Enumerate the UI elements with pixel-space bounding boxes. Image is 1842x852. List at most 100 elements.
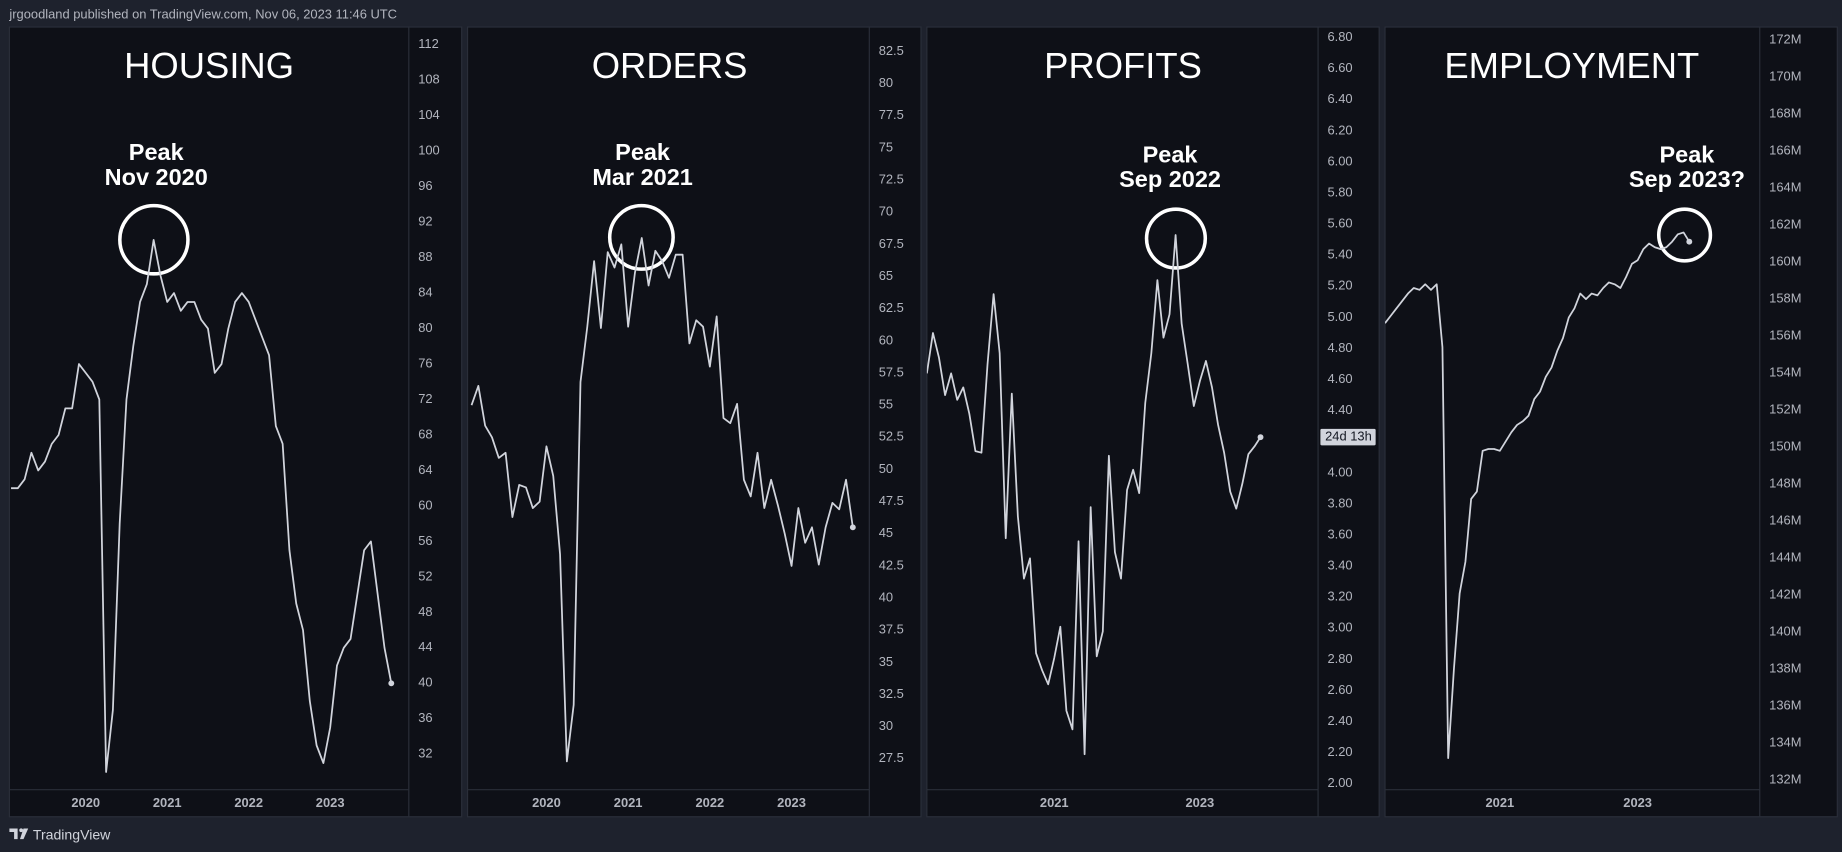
tradingview-logo bbox=[9, 828, 29, 840]
y-tick-label: 4.00 bbox=[1327, 464, 1352, 479]
x-tick-label: 2020 bbox=[532, 795, 561, 810]
panel-background bbox=[1384, 26, 1838, 818]
y-tick-label: 132M bbox=[1769, 772, 1801, 787]
y-tick-label: 164M bbox=[1769, 179, 1801, 194]
last-point bbox=[388, 680, 395, 687]
y-tick-label: 35 bbox=[879, 654, 893, 669]
y-tick-label: 6.00 bbox=[1327, 153, 1352, 168]
y-tick-label: 156M bbox=[1769, 328, 1801, 343]
series-line bbox=[470, 237, 854, 763]
y-tick-label: 152M bbox=[1769, 402, 1801, 417]
charts: 32 36 40 44 48 52 56 60 64 68 72 76 80 84 88 92 96 100 104… bbox=[8, 26, 1838, 818]
y-tick-label: 144M bbox=[1769, 550, 1801, 565]
y-tick-label: 160M bbox=[1769, 253, 1801, 268]
peak-annotation: Peak bbox=[615, 139, 671, 165]
y-tick-label: 166M bbox=[1769, 142, 1801, 157]
y-tick-label: 40 bbox=[418, 675, 432, 690]
peak-annotation: Sep 2022 bbox=[1119, 166, 1221, 192]
y-tick-label: 142M bbox=[1769, 587, 1801, 602]
y-tick-label: 154M bbox=[1769, 365, 1801, 380]
y-tick-label: 4.80 bbox=[1327, 340, 1352, 355]
last-point bbox=[1686, 238, 1693, 245]
x-tick-label: 2023 bbox=[1623, 795, 1652, 810]
y-tick-label: 6.40 bbox=[1327, 91, 1352, 106]
y-tick-label: 2.60 bbox=[1327, 682, 1352, 697]
peak-annotation: Sep 2023? bbox=[1629, 166, 1745, 192]
y-tick-label: 3.60 bbox=[1327, 526, 1352, 541]
y-tick-label: 62.5 bbox=[879, 300, 904, 315]
y-tick-label: 55 bbox=[879, 397, 893, 412]
y-tick-label: 134M bbox=[1769, 735, 1801, 750]
y-tick-label: 6.20 bbox=[1327, 122, 1352, 137]
y-tick-label: 60 bbox=[418, 497, 432, 512]
y-tick-label: 3.20 bbox=[1327, 589, 1352, 604]
peak-annotation: Mar 2021 bbox=[592, 164, 693, 190]
y-tick-label: 44 bbox=[418, 639, 432, 654]
y-tick-label: 148M bbox=[1769, 476, 1801, 491]
chart-title: PROFITS bbox=[1044, 45, 1202, 86]
y-tick-label: 3.80 bbox=[1327, 495, 1352, 510]
series-line bbox=[1385, 231, 1691, 759]
y-tick-label: 76 bbox=[418, 355, 432, 370]
y-tick-label: 2.80 bbox=[1327, 651, 1352, 666]
peak-annotation: Peak bbox=[1660, 141, 1716, 167]
y-tick-label: 100 bbox=[418, 143, 440, 158]
peak-circle bbox=[607, 203, 675, 271]
y-tick-label: 80 bbox=[418, 320, 432, 335]
y-tick-label: 150M bbox=[1769, 439, 1801, 454]
chart-panel: 27.5 30 32.5 35 37.5 40 42.5 45 47.5 50 52.5 55 57.5… bbox=[466, 26, 922, 818]
y-tick-label: 104 bbox=[418, 107, 440, 122]
y-tick-label: 52 bbox=[418, 568, 432, 583]
y-tick-label: 146M bbox=[1769, 513, 1801, 528]
y-tick-label: 64 bbox=[418, 462, 432, 477]
x-tick-label: 2021 bbox=[1040, 795, 1069, 810]
y-tick-label: 65 bbox=[879, 268, 893, 283]
chart-panel: 132M 134M 136M 138M 140M 142M 144M 146M 148M 150M… bbox=[1384, 26, 1838, 818]
y-tick-label: 57.5 bbox=[879, 364, 904, 379]
chart-panel: 32 36 40 44 48 52 56 60 64 68 72 76 80 84 88 92 96 100 104… bbox=[8, 26, 463, 818]
y-tick-label: 158M bbox=[1769, 290, 1801, 305]
series-line bbox=[926, 234, 1262, 756]
y-tick-label: 60 bbox=[879, 332, 893, 347]
y-tick-label: 96 bbox=[418, 178, 432, 193]
y-tick-label: 82.5 bbox=[879, 43, 904, 58]
y-tick-label: 5.80 bbox=[1327, 184, 1352, 199]
chart-panel: 2.00 2.20 2.40 2.60 2.80 3.00 3.20 3.40 3.60 3.80… bbox=[926, 26, 1380, 818]
y-tick-label: 56 bbox=[418, 533, 432, 548]
y-tick-label: 3.40 bbox=[1327, 558, 1352, 573]
y-tick-label: 32.5 bbox=[879, 686, 904, 701]
last-point bbox=[1257, 434, 1264, 441]
y-tick-label: 112 bbox=[418, 36, 439, 51]
y-tick-label: 84 bbox=[418, 284, 432, 299]
peak-circle bbox=[1656, 207, 1713, 263]
y-tick-label: 68 bbox=[418, 426, 432, 441]
y-tick-label: 4.60 bbox=[1327, 371, 1352, 386]
peak-circle bbox=[118, 203, 190, 276]
countdown-badge bbox=[1320, 428, 1376, 446]
x-tick-label: 2021 bbox=[1485, 795, 1514, 810]
peak-circle bbox=[1144, 207, 1208, 270]
y-tick-label: 136M bbox=[1769, 698, 1801, 713]
footer-brand: TradingView bbox=[33, 826, 111, 842]
y-tick-label: 162M bbox=[1769, 216, 1801, 231]
y-tick-label: 140M bbox=[1769, 624, 1801, 639]
panel-background bbox=[466, 26, 922, 818]
y-tick-label: 40 bbox=[879, 589, 893, 604]
peak-annotation: Peak bbox=[1143, 141, 1199, 167]
y-tick-label: 172M bbox=[1769, 31, 1801, 46]
x-tick-label: 2023 bbox=[1186, 795, 1215, 810]
y-tick-label: 67.5 bbox=[879, 236, 904, 251]
y-tick-label: 6.60 bbox=[1327, 60, 1352, 75]
chart-title: HOUSING bbox=[124, 45, 294, 86]
y-tick-label: 70 bbox=[879, 204, 893, 219]
y-tick-label: 32 bbox=[418, 746, 432, 761]
last-point bbox=[849, 524, 856, 531]
y-tick-label: 37.5 bbox=[879, 622, 904, 637]
y-tick-label: 4.40 bbox=[1327, 402, 1352, 417]
y-tick-label: 52.5 bbox=[879, 429, 904, 444]
x-tick-label: 2022 bbox=[234, 795, 263, 810]
y-tick-label: 36 bbox=[418, 710, 432, 725]
peak-annotation: Peak bbox=[129, 139, 185, 165]
y-tick-label: 168M bbox=[1769, 105, 1801, 120]
